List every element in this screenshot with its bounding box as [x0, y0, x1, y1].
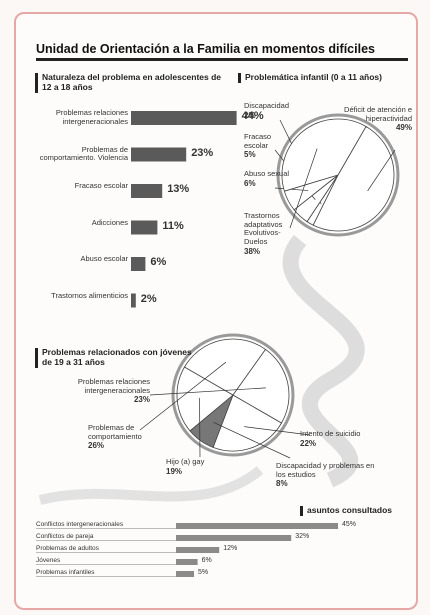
chart-title: Problemas relacionados con jóvenes de 19…	[35, 347, 202, 368]
bar	[131, 111, 237, 125]
bar	[176, 547, 220, 553]
slice-label: Abuso sexual	[244, 169, 290, 178]
leader-line	[139, 361, 227, 431]
category-label: Problemas relaciones intergeneracionales	[55, 108, 128, 126]
category-label: Conflictos de pareja	[36, 533, 176, 542]
pie-slice	[183, 338, 267, 396]
value-label: 19%	[166, 467, 183, 476]
value-label: 26%	[88, 441, 105, 450]
bar	[131, 147, 187, 162]
leader-line	[213, 422, 291, 459]
value-label: 5%	[198, 569, 209, 576]
value-label: 38%	[244, 247, 261, 256]
value-label: 12%	[223, 545, 238, 552]
leader-line	[149, 387, 266, 396]
value-label: 6%	[244, 179, 256, 188]
category-label: Jóvenes	[36, 557, 176, 566]
bar	[176, 523, 338, 529]
slice-label: Trastornos adaptativos Evolutivos-Duelos	[244, 211, 283, 246]
slice-label: Discapacidad y problemas en los estudios	[276, 461, 375, 479]
value-label: 32%	[295, 533, 310, 540]
value-label: 2%	[140, 292, 157, 305]
category-label: Problemas de adultos	[36, 545, 176, 554]
slice-label: Intento de suicidio	[300, 429, 361, 438]
category-label: Problemas de comportamiento. Violencia	[39, 144, 128, 163]
slice-label: Problemas relaciones intergeneracionales	[77, 377, 150, 395]
category-label: Problemas infantiles	[36, 569, 176, 578]
value-label: 11%	[162, 219, 184, 232]
category-label: Conflictos intergeneracionales	[36, 521, 176, 530]
value-label: 49%	[395, 123, 412, 132]
value-label: 45%	[342, 521, 357, 528]
leader-line	[244, 426, 311, 436]
category-label: Fracaso escolar	[74, 181, 128, 190]
slice-label: Discapacidad	[244, 101, 290, 110]
chart-title: Problemática infantil (0 a 11 años)	[238, 72, 385, 83]
value-label: 5%	[244, 150, 256, 159]
category-label: Adicciones	[91, 217, 128, 227]
slice-label: Déficit de atención e hiperactividad	[344, 105, 412, 123]
bar	[176, 559, 198, 565]
bar	[176, 571, 194, 577]
slice-label: Problemas de comportamiento	[88, 423, 142, 441]
bar	[131, 184, 163, 198]
value-label: 23%	[191, 146, 214, 159]
leader-line	[367, 149, 396, 192]
chart-title: asuntos consultados	[300, 505, 417, 516]
bar	[176, 535, 292, 541]
leader-line	[289, 148, 318, 229]
bar	[131, 220, 158, 235]
cord	[38, 466, 264, 505]
value-label: 2%	[244, 111, 256, 120]
pie-rim	[171, 333, 295, 457]
pie-rim	[276, 113, 400, 237]
slice-label: Fracaso escolar	[244, 132, 272, 150]
value-label: 13%	[167, 183, 190, 195]
page-title: Unidad de Orientación a la Familia en mo…	[36, 42, 408, 61]
bar	[131, 293, 136, 308]
bar	[131, 257, 146, 271]
slice-label: Hijo (a) gay	[166, 457, 205, 466]
pie-slice	[212, 394, 283, 452]
value-label: 22%	[300, 439, 317, 448]
pie-slice	[312, 125, 395, 232]
category-label: Trastornos alimenticios	[51, 290, 128, 300]
cord	[282, 234, 365, 488]
value-label: 8%	[276, 479, 288, 488]
value-label: 6%	[201, 557, 212, 564]
chart-title: Naturaleza del problema en adolescentes …	[35, 72, 222, 93]
value-label: 6%	[150, 256, 167, 268]
pie-slice	[281, 118, 367, 192]
pie-slice	[232, 348, 290, 424]
pie-slice	[176, 366, 234, 432]
category-label: Abuso escolar	[80, 254, 128, 263]
value-label: 23%	[133, 395, 150, 404]
value-label: 44%	[241, 110, 264, 122]
